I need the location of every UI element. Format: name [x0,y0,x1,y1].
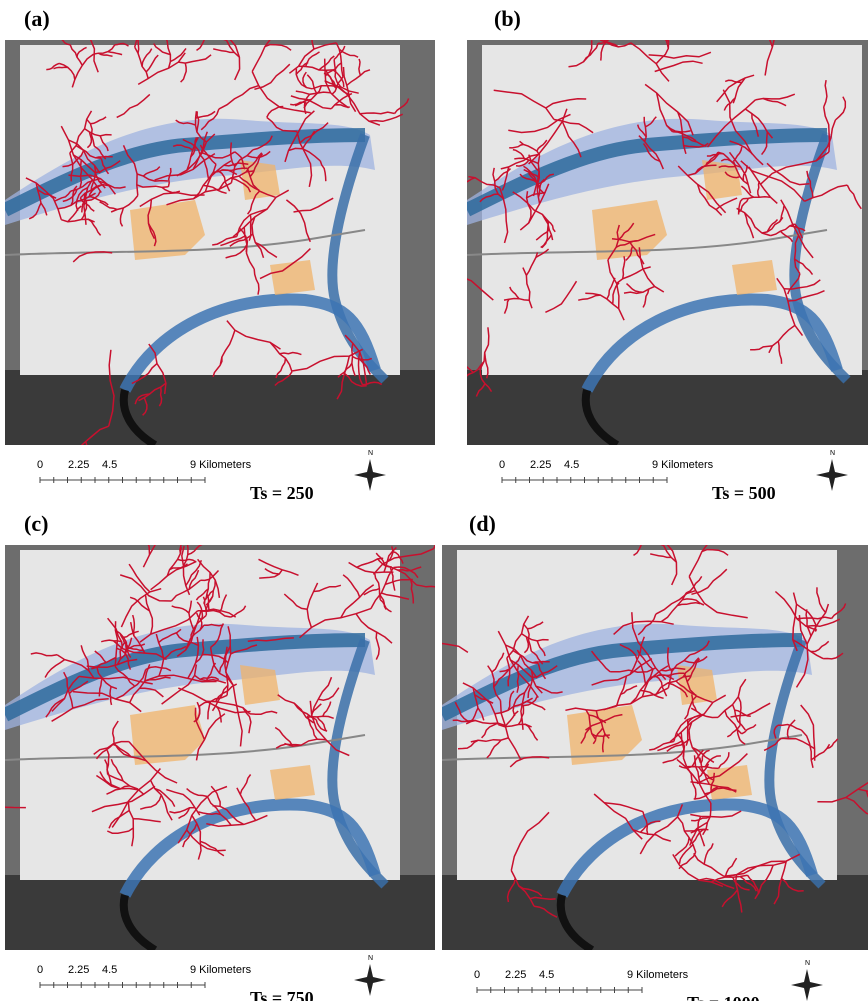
scale-label: 9 Kilometers [627,969,689,981]
scale-label: 9 Kilometers [190,964,252,976]
map [0,501,471,950]
drainage-line [708,527,728,544]
north-label: N [368,450,373,457]
drainage-line [194,33,228,37]
drainage-line [179,520,186,536]
drainage-line [668,21,681,36]
north-arrow [816,459,848,491]
built-area [707,765,752,800]
dark-strip [442,875,868,950]
drainage-line [631,538,665,542]
north-label: N [830,450,835,457]
scale-label: 4.5 [564,459,579,471]
drainage-line [649,531,664,545]
drainage-line [517,665,518,693]
drainage-line [661,521,679,532]
drainage-line [291,33,312,36]
drainage-line [204,0,219,30]
scale-label: 0 [37,459,43,471]
map-frame [413,0,868,445]
panel: (c) 0 2.25 4.5 9 Kilometers Ts = 750 N [0,501,471,1001]
drainage-line [92,0,96,9]
map [5,0,435,481]
map-frame [400,499,868,950]
scale-label: 9 Kilometers [190,459,252,471]
drainage-line [434,512,450,549]
drainage-line [766,0,772,22]
scale-label: 2.25 [505,969,526,981]
north-label: N [368,955,373,962]
drainage-line [67,0,73,14]
scale-label: 2.25 [68,964,89,976]
built-area [270,260,315,295]
drainage-line [641,503,656,535]
dark-strip [5,875,435,950]
drainage-line [87,0,110,14]
built-area [240,665,280,705]
drainage-line [653,514,669,528]
panel: (b) 0 2.25 4.5 9 Kilometers Ts = 500 N [413,0,868,503]
scale-label: 2.25 [68,459,89,471]
dark-strip [467,370,868,445]
drainage-line [417,529,437,541]
north-arrow [354,459,386,491]
scale-label: 4.5 [539,969,554,981]
north-arrow [791,969,823,1001]
drainage-line [440,504,446,528]
north-arrow [354,964,386,996]
scale-label: 2.25 [530,459,551,471]
built-area [240,160,280,200]
ts-label: Ts = 750 [250,988,314,1001]
drainage-line [80,160,81,188]
drainage-line [441,510,443,534]
panel-label: (a) [24,6,50,31]
drainage-line [179,21,194,36]
drainage-line [67,1,90,26]
panel-label: (d) [469,511,496,536]
north-label: N [805,960,810,967]
panel: (a) 0 2.25 4.5 9 Kilometers Ts = 250 N [5,0,435,503]
map [413,0,868,445]
drainage-line [172,520,210,536]
built-area [677,665,717,705]
scale-label: 4.5 [102,459,117,471]
built-area [732,260,777,295]
drainage-line [212,26,227,40]
panel: (d) 0 2.25 4.5 9 Kilometers Ts = 1000 N [400,499,868,1001]
figure: (a) 0 2.25 4.5 9 Kilometers Ts = 250 N (b) 0 2.25… [0,0,868,1001]
drainage-line [165,15,169,35]
ts-label: Ts = 500 [712,483,776,503]
drainage-line [101,0,122,4]
map-frame [0,501,471,950]
drainage-line [450,501,471,512]
scale-label: 0 [474,969,480,981]
built-area [270,765,315,800]
drainage-line [211,0,224,10]
drainage-line [216,9,232,23]
drainage-line [271,22,291,39]
scale-label: 9 Kilometers [652,459,714,471]
ts-label: Ts = 1000 [687,993,760,1001]
scale-label: 0 [37,964,43,976]
drainage-line [224,16,242,27]
drainage-line [660,25,668,42]
scale-label: 0 [499,459,505,471]
ts-label: Ts = 250 [250,483,314,503]
panel-label: (c) [24,511,48,536]
map-frame [5,0,435,481]
map [400,499,868,950]
panel-label: (b) [494,6,521,31]
drainage-line [648,499,661,515]
dark-strip [5,370,435,445]
drainage-line [616,526,631,541]
scale-label: 4.5 [102,964,117,976]
